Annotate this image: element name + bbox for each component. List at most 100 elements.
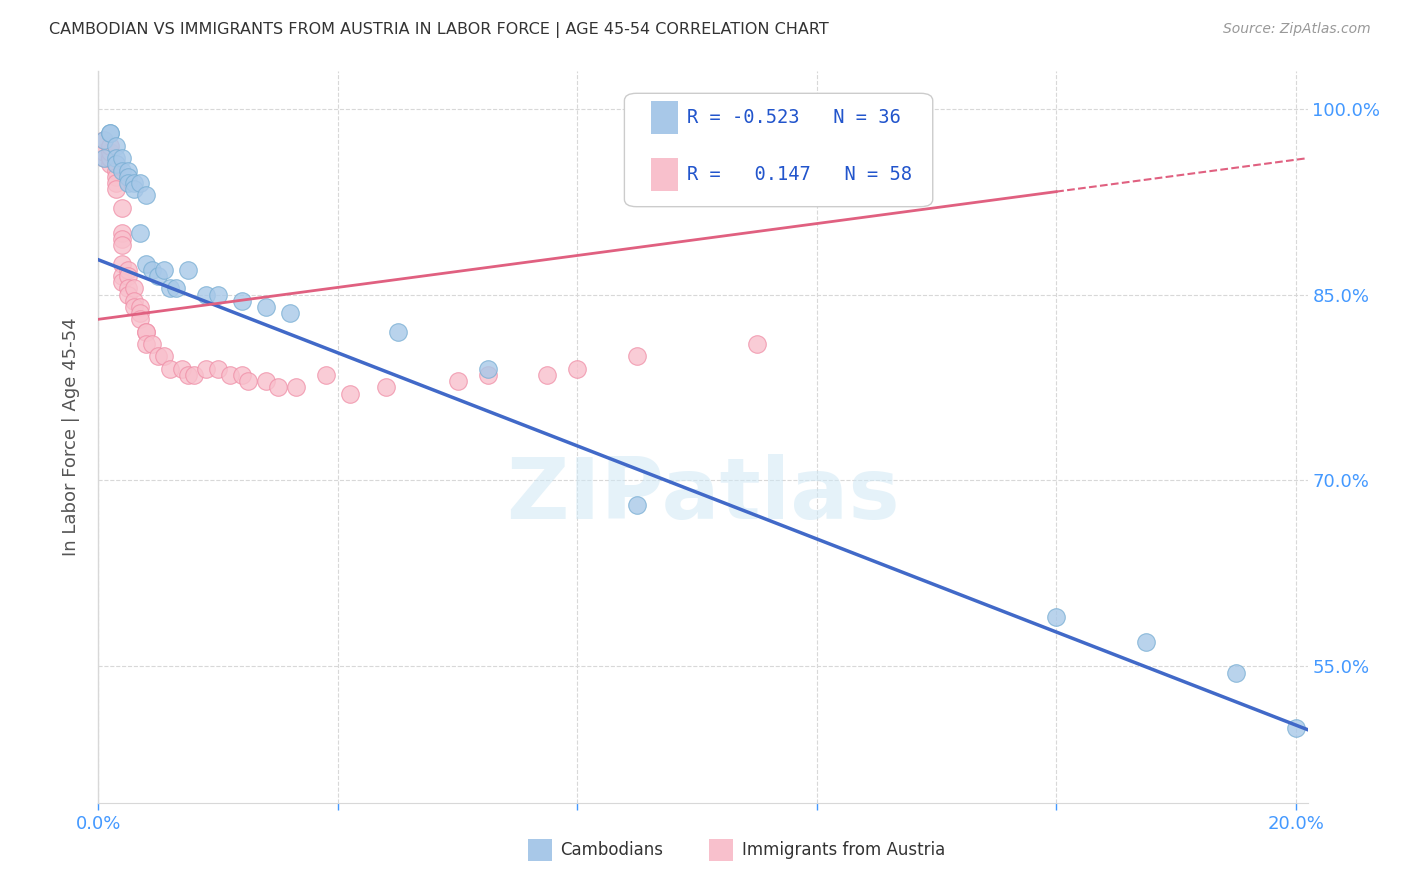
- Text: ZIPatlas: ZIPatlas: [506, 454, 900, 537]
- Point: [207, 362, 229, 376]
- Point: [111, 151, 134, 165]
- Point: [536, 368, 558, 383]
- Point: [231, 293, 253, 308]
- Point: [231, 368, 253, 383]
- Point: [129, 300, 152, 314]
- Point: [111, 201, 134, 215]
- Point: [124, 300, 146, 314]
- Point: [100, 157, 122, 171]
- Point: [267, 380, 290, 394]
- Point: [93, 132, 115, 146]
- Point: [148, 268, 170, 283]
- Point: [105, 169, 128, 184]
- Point: [117, 268, 139, 283]
- FancyBboxPatch shape: [709, 839, 734, 862]
- Point: [477, 368, 499, 383]
- Point: [111, 238, 134, 252]
- Point: [477, 362, 499, 376]
- Text: Cambodians: Cambodians: [561, 841, 664, 859]
- Point: [177, 262, 200, 277]
- Point: [1284, 722, 1306, 736]
- Point: [236, 374, 259, 388]
- Point: [129, 312, 152, 326]
- Text: R = -0.523   N = 36: R = -0.523 N = 36: [688, 108, 901, 127]
- Point: [195, 287, 218, 301]
- Point: [165, 281, 187, 295]
- Text: R =   0.147   N = 58: R = 0.147 N = 58: [688, 165, 912, 184]
- Point: [117, 163, 139, 178]
- Point: [387, 325, 409, 339]
- Point: [111, 256, 134, 270]
- Point: [339, 386, 361, 401]
- Point: [135, 256, 157, 270]
- Text: Source: ZipAtlas.com: Source: ZipAtlas.com: [1223, 22, 1371, 37]
- FancyBboxPatch shape: [651, 101, 678, 134]
- Point: [105, 151, 128, 165]
- Point: [93, 151, 115, 165]
- Point: [111, 163, 134, 178]
- Point: [1045, 610, 1067, 624]
- Point: [183, 368, 205, 383]
- Point: [129, 306, 152, 320]
- Point: [129, 226, 152, 240]
- Point: [745, 337, 768, 351]
- Point: [1225, 665, 1247, 680]
- Point: [105, 138, 128, 153]
- Point: [254, 374, 277, 388]
- Point: [148, 350, 170, 364]
- Point: [111, 268, 134, 283]
- Text: Immigrants from Austria: Immigrants from Austria: [742, 841, 945, 859]
- Point: [93, 145, 115, 159]
- Point: [135, 325, 157, 339]
- Point: [195, 362, 218, 376]
- Point: [124, 281, 146, 295]
- Text: CAMBODIAN VS IMMIGRANTS FROM AUSTRIA IN LABOR FORCE | AGE 45-54 CORRELATION CHAR: CAMBODIAN VS IMMIGRANTS FROM AUSTRIA IN …: [49, 22, 830, 38]
- Point: [159, 362, 181, 376]
- FancyBboxPatch shape: [527, 839, 551, 862]
- Point: [105, 157, 128, 171]
- Point: [567, 362, 589, 376]
- Point: [153, 262, 176, 277]
- Point: [117, 176, 139, 190]
- Point: [315, 368, 337, 383]
- Point: [254, 300, 277, 314]
- Point: [153, 350, 176, 364]
- Point: [117, 281, 139, 295]
- Point: [105, 176, 128, 190]
- Point: [100, 151, 122, 165]
- Point: [1135, 634, 1157, 648]
- Point: [100, 126, 122, 140]
- Point: [159, 281, 181, 295]
- Point: [100, 126, 122, 140]
- Point: [105, 157, 128, 171]
- Point: [124, 182, 146, 196]
- Point: [117, 262, 139, 277]
- Point: [278, 306, 301, 320]
- Point: [100, 151, 122, 165]
- Point: [177, 368, 200, 383]
- Point: [141, 337, 163, 351]
- FancyBboxPatch shape: [651, 158, 678, 191]
- Point: [135, 188, 157, 202]
- Point: [117, 287, 139, 301]
- Point: [124, 176, 146, 190]
- Point: [111, 232, 134, 246]
- Point: [124, 293, 146, 308]
- Point: [93, 151, 115, 165]
- Point: [111, 226, 134, 240]
- Point: [626, 350, 648, 364]
- Point: [105, 163, 128, 178]
- Point: [129, 176, 152, 190]
- Point: [172, 362, 194, 376]
- Point: [105, 182, 128, 196]
- Point: [207, 287, 229, 301]
- Point: [219, 368, 242, 383]
- Point: [105, 157, 128, 171]
- Point: [111, 275, 134, 289]
- FancyBboxPatch shape: [624, 94, 932, 207]
- Point: [446, 374, 468, 388]
- Point: [626, 498, 648, 512]
- Point: [135, 325, 157, 339]
- Point: [117, 169, 139, 184]
- Point: [100, 145, 122, 159]
